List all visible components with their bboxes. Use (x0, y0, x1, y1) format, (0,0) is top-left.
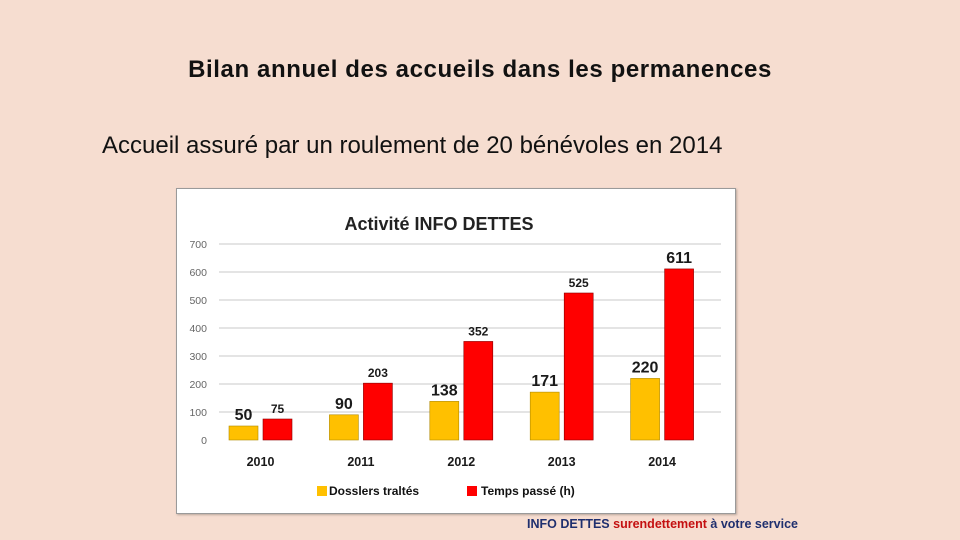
x-tick-label: 2011 (347, 455, 374, 469)
chart-container: Activité INFO DETTES 0 100 200 300 400 500 600… (176, 188, 736, 514)
x-axis-ticks: 2010 2011 2012 2013 2014 (247, 455, 676, 469)
data-label-temps-2014: 611 (666, 250, 692, 267)
data-label-temps-2010: 75 (271, 402, 285, 416)
x-tick-label: 2014 (648, 455, 676, 469)
legend-label-dossiers: Dosslers traltés (329, 484, 419, 498)
y-tick-label: 600 (189, 267, 207, 279)
data-label-dossiers-2010: 50 (235, 407, 253, 424)
bar-dossiers-2013 (529, 391, 560, 441)
chart-title: Activité INFO DETTES (344, 214, 533, 234)
y-tick-label: 200 (189, 379, 207, 391)
y-tick-label: 400 (189, 323, 207, 335)
bars (228, 268, 694, 441)
bar-chart: Activité INFO DETTES 0 100 200 300 400 500 600… (189, 214, 721, 498)
y-tick-label: 0 (201, 435, 207, 447)
data-labels: 50 75 90 203 138 352 171 525 220 611 (235, 250, 693, 424)
x-tick-label: 2012 (447, 455, 475, 469)
data-label-temps-2011: 203 (368, 366, 388, 380)
legend: Dosslers traltés Temps passé (h) (317, 484, 575, 498)
bar-dossiers-2014 (630, 378, 660, 441)
legend-swatch-temps (467, 486, 477, 496)
data-label-dossiers-2013: 171 (531, 373, 558, 390)
y-tick-label: 500 (189, 295, 207, 307)
slide-title: Bilan annuel des accueils dans les perma… (188, 56, 772, 83)
data-label-dossiers-2012: 138 (431, 382, 458, 399)
data-label-temps-2013: 525 (569, 276, 589, 290)
bar-temps-2010 (262, 418, 293, 441)
bar-temps-2014 (664, 268, 694, 441)
bar-temps-2011 (363, 382, 393, 441)
footer-highlight: surendettement (613, 517, 707, 531)
legend-swatch-dossiers (317, 486, 327, 496)
y-axis-ticks: 0 100 200 300 400 500 600 700 (189, 239, 207, 447)
bar-temps-2012 (463, 341, 494, 441)
data-label-dossiers-2011: 90 (335, 396, 353, 413)
slide-subtitle: Accueil assuré par un roulement de 20 bé… (102, 132, 723, 159)
legend-label-temps: Temps passé (h) (481, 484, 575, 498)
bar-dossiers-2012 (429, 401, 460, 441)
bar-temps-2013 (563, 292, 594, 441)
y-tick-label: 100 (189, 407, 207, 419)
footer-org: INFO DETTES (527, 517, 610, 531)
bar-dossiers-2010 (228, 425, 259, 441)
x-tick-label: 2010 (247, 455, 275, 469)
footer-tagline: INFO DETTES surendettement à votre servi… (527, 517, 798, 531)
bar-dossiers-2011 (329, 414, 359, 441)
x-tick-label: 2013 (548, 455, 576, 469)
y-tick-label: 700 (189, 239, 207, 251)
data-label-dossiers-2014: 220 (632, 359, 659, 376)
y-tick-label: 300 (189, 351, 207, 363)
footer-rest: à votre service (710, 517, 798, 531)
data-label-temps-2012: 352 (468, 324, 488, 338)
